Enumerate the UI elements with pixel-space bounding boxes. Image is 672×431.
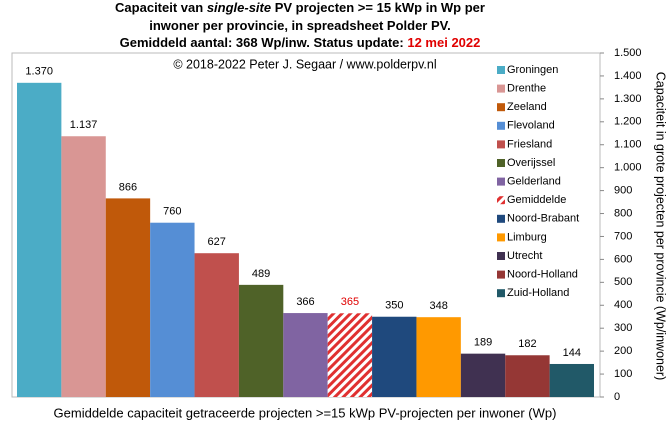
legend-swatch [497,140,505,149]
legend-swatch [497,270,505,279]
data-label: 350 [385,300,403,312]
legend-label: Zuid-Holland [507,287,569,299]
data-label: 866 [119,181,137,193]
data-label: 1.370 [25,66,53,78]
data-label: 366 [296,296,314,308]
y-tick-label: 1.000 [614,162,642,174]
y-tick-label: 700 [614,230,632,242]
y-tick-label: 1.400 [614,70,642,82]
data-label: 627 [208,236,226,248]
data-label: 144 [563,347,581,359]
y-tick-label: 600 [614,253,632,265]
legend-swatch [497,66,505,74]
bar [238,284,284,397]
bar [17,82,62,398]
legend-swatch [497,252,505,260]
title-line: inwoner per provincie, in spreadsheet Po… [149,18,451,33]
legend-swatch [497,177,505,186]
y-tick-label: 800 [614,207,632,219]
legend-label: Groningen [507,64,558,76]
bar [460,353,506,397]
bar [327,313,373,397]
legend-label: Gemiddelde [507,194,566,206]
legend-swatch [497,103,505,112]
annotation: © 2018-2022 Peter J. Segaar / www.polder… [173,57,436,71]
data-label: 489 [252,268,270,280]
legend-swatch [497,289,505,298]
bar [194,253,239,397]
bar [105,198,151,397]
legend-swatch [497,214,505,223]
legend-label: Friesland [507,138,552,150]
legend-swatch [497,121,505,130]
data-label: 189 [474,337,492,349]
y-tick-label: 1.100 [614,139,642,151]
bar [150,222,195,397]
bar [372,316,417,397]
data-label: 348 [429,300,447,312]
legend-swatch [497,84,505,93]
title-line: Gemiddeld aantal: 368 Wp/inw. Status upd… [120,35,481,50]
y-tick-label: 1.200 [614,116,642,128]
y-tick-label: 500 [614,276,632,288]
legend-label: Noord-Brabant [507,213,579,225]
bar [549,363,594,397]
legend-swatch [497,196,505,205]
bar [505,355,550,397]
y-tick-label: 1.300 [614,93,642,105]
legend-label: Overijssel [507,157,555,169]
y-tick-label: 1.500 [614,47,642,59]
y-axis-label: Capaciteit in grote projecten per provin… [654,72,668,380]
legend-label: Noord-Holland [507,269,578,281]
y-tick-label: 300 [614,322,632,334]
data-label: 760 [163,206,181,218]
data-label: 182 [518,338,536,350]
y-tick-label: 900 [614,185,632,197]
y-tick-label: 0 [614,391,620,403]
legend-label: Gelderland [507,176,561,188]
data-label: 365 [341,296,359,308]
title-line: Capaciteit van single-site PV projecten … [115,0,485,15]
legend-swatch [497,159,505,167]
legend-label: Limburg [507,231,547,243]
legend-swatch [497,233,505,242]
legend-label: Zeeland [507,101,547,113]
legend-label: Drenthe [507,83,546,95]
y-tick-label: 400 [614,299,632,311]
x-axis-label: Gemiddelde capaciteit getraceerde projec… [54,405,557,420]
y-tick-label: 100 [614,368,632,380]
data-label: 1.137 [70,119,98,131]
bar [61,136,106,398]
bar [416,317,461,397]
legend-label: Flevoland [507,120,555,132]
legend-label: Utrecht [507,250,542,262]
y-tick-label: 200 [614,345,632,357]
bar [283,313,328,397]
